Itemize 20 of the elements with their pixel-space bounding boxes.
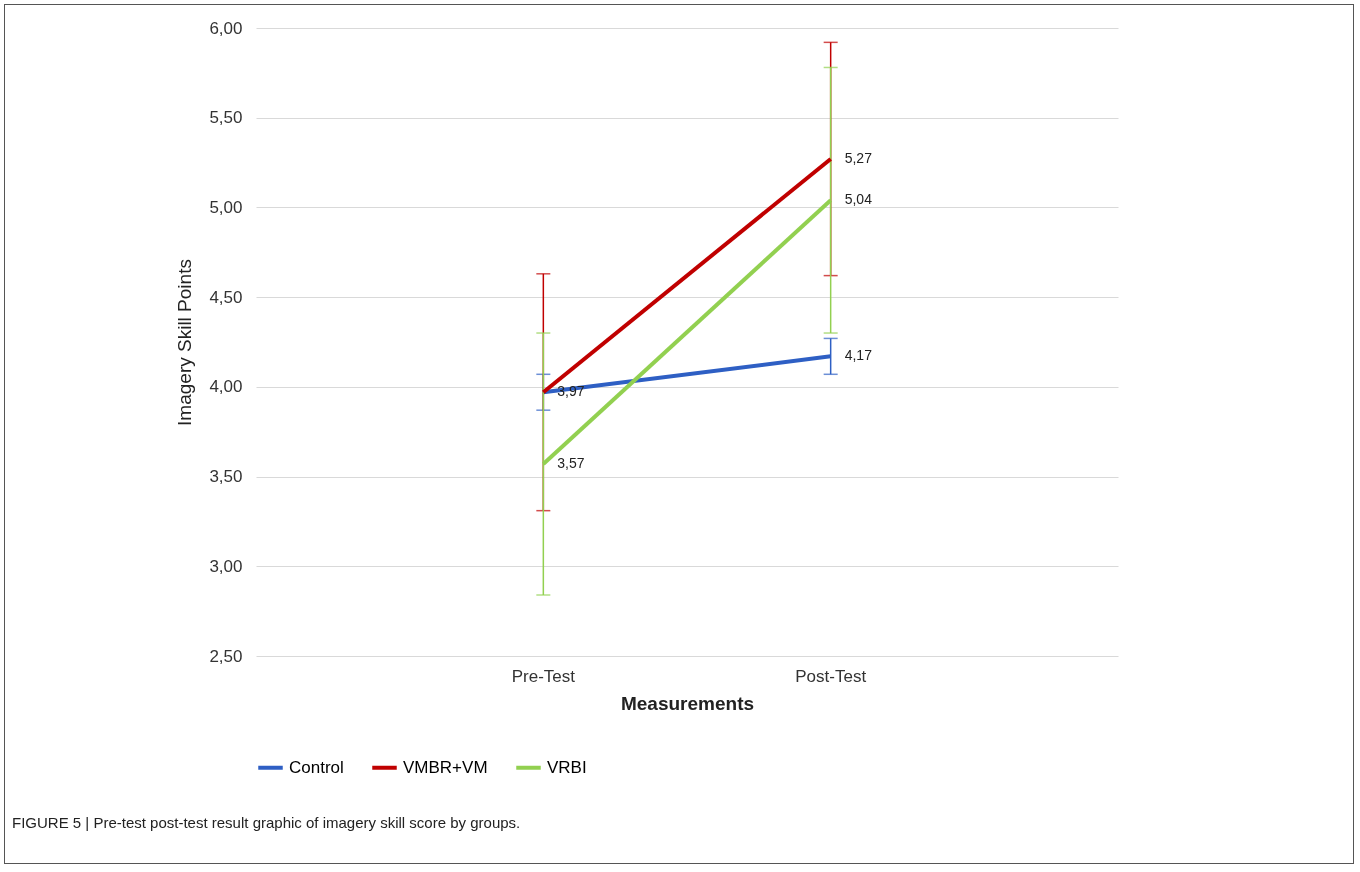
caption: FIGURE 5 | Pre-test post-test result graphic of imagery skill score by groups. [12, 814, 521, 831]
y-axis-title: Imagery Skill Points [174, 259, 196, 426]
y-tick-label: 3,00 [209, 556, 243, 576]
legend-label: VMBR+VM [403, 757, 488, 777]
y-tick-label: 4,50 [209, 287, 243, 307]
y-tick-label: 6,00 [209, 18, 243, 38]
x-tick-label: Pre-Test [511, 666, 576, 686]
x-tick-label: Post-Test [795, 666, 867, 686]
legend-label: VRBI [547, 757, 587, 777]
y-tick-label: 2,50 [209, 646, 243, 666]
y-tick-label: 5,50 [209, 108, 243, 128]
data-label: 5,04 [844, 191, 873, 208]
data-label: 3,57 [557, 455, 585, 472]
x-axis-title: Measurements [620, 692, 755, 714]
data-label: 5,27 [844, 149, 873, 166]
y-tick-label: 3,50 [209, 467, 243, 487]
data-label: 4,17 [844, 347, 873, 364]
y-tick-label: 4,00 [209, 377, 243, 397]
y-tick-label: 5,00 [209, 197, 243, 217]
legend-label: Control [289, 757, 344, 777]
